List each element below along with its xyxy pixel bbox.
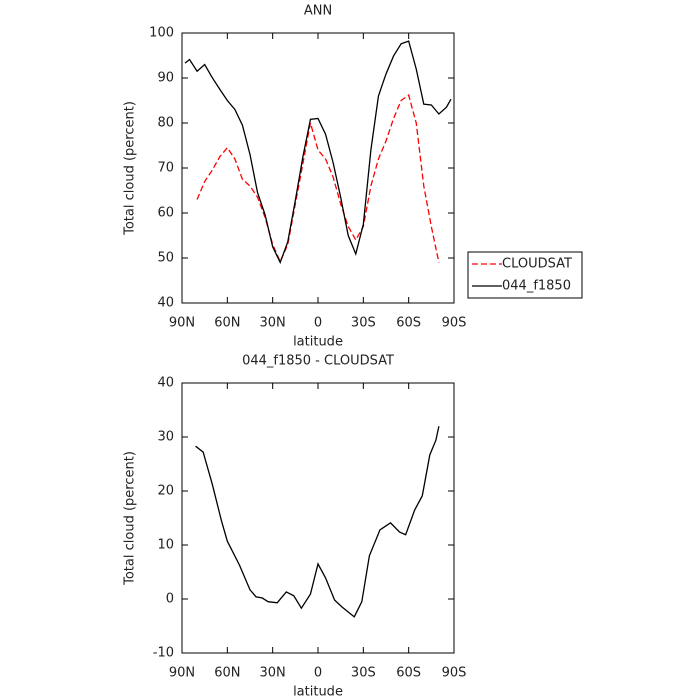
x-axis-label: latitude xyxy=(293,335,343,350)
x-tick-label: 60S xyxy=(396,316,421,331)
y-tick-label: 80 xyxy=(157,116,174,131)
data-line xyxy=(184,40,452,265)
x-tick-label: 30N xyxy=(260,316,286,331)
data-line xyxy=(195,426,440,618)
y-tick-label: 100 xyxy=(149,26,174,41)
chart-title: 044_f1850 - CLOUDSAT xyxy=(242,354,394,369)
data-line xyxy=(196,94,440,264)
y-tick-label: 40 xyxy=(157,296,174,311)
x-tick-label: 30N xyxy=(260,666,286,681)
x-tick-label: 90N xyxy=(169,316,195,331)
x-tick-label: 0 xyxy=(314,316,322,331)
y-tick-label: 10 xyxy=(157,538,174,553)
x-tick-label: 90S xyxy=(442,316,467,331)
x-tick-label: 30S xyxy=(351,316,376,331)
x-tick-label: 90N xyxy=(169,666,195,681)
y-tick-label: 30 xyxy=(157,430,174,445)
y-tick-label: 50 xyxy=(157,251,174,266)
y-tick-label: 0 xyxy=(166,592,174,607)
y-tick-label: 70 xyxy=(157,161,174,176)
y-tick-label: 90 xyxy=(157,71,174,86)
y-tick-label: 20 xyxy=(157,484,174,499)
legend-label: 044_f1850 xyxy=(502,279,571,294)
plot-frame xyxy=(181,32,455,304)
legend-box xyxy=(467,251,583,299)
y-tick-label: 40 xyxy=(157,376,174,391)
y-tick-label: 60 xyxy=(157,206,174,221)
x-tick-label: 60S xyxy=(396,666,421,681)
x-tick-label: 90S xyxy=(442,666,467,681)
legend-label: CLOUDSAT xyxy=(502,257,572,272)
x-axis-label: latitude xyxy=(293,685,343,700)
chart-title: ANN xyxy=(304,4,332,19)
x-tick-label: 60N xyxy=(214,666,240,681)
y-axis-label: Total cloud (percent) xyxy=(123,451,138,586)
y-tick-label: -10 xyxy=(153,646,174,661)
x-tick-label: 60N xyxy=(214,316,240,331)
y-axis-label: Total cloud (percent) xyxy=(123,101,138,236)
x-tick-label: 0 xyxy=(314,666,322,681)
x-tick-label: 30S xyxy=(351,666,376,681)
plot-frame xyxy=(181,382,455,654)
